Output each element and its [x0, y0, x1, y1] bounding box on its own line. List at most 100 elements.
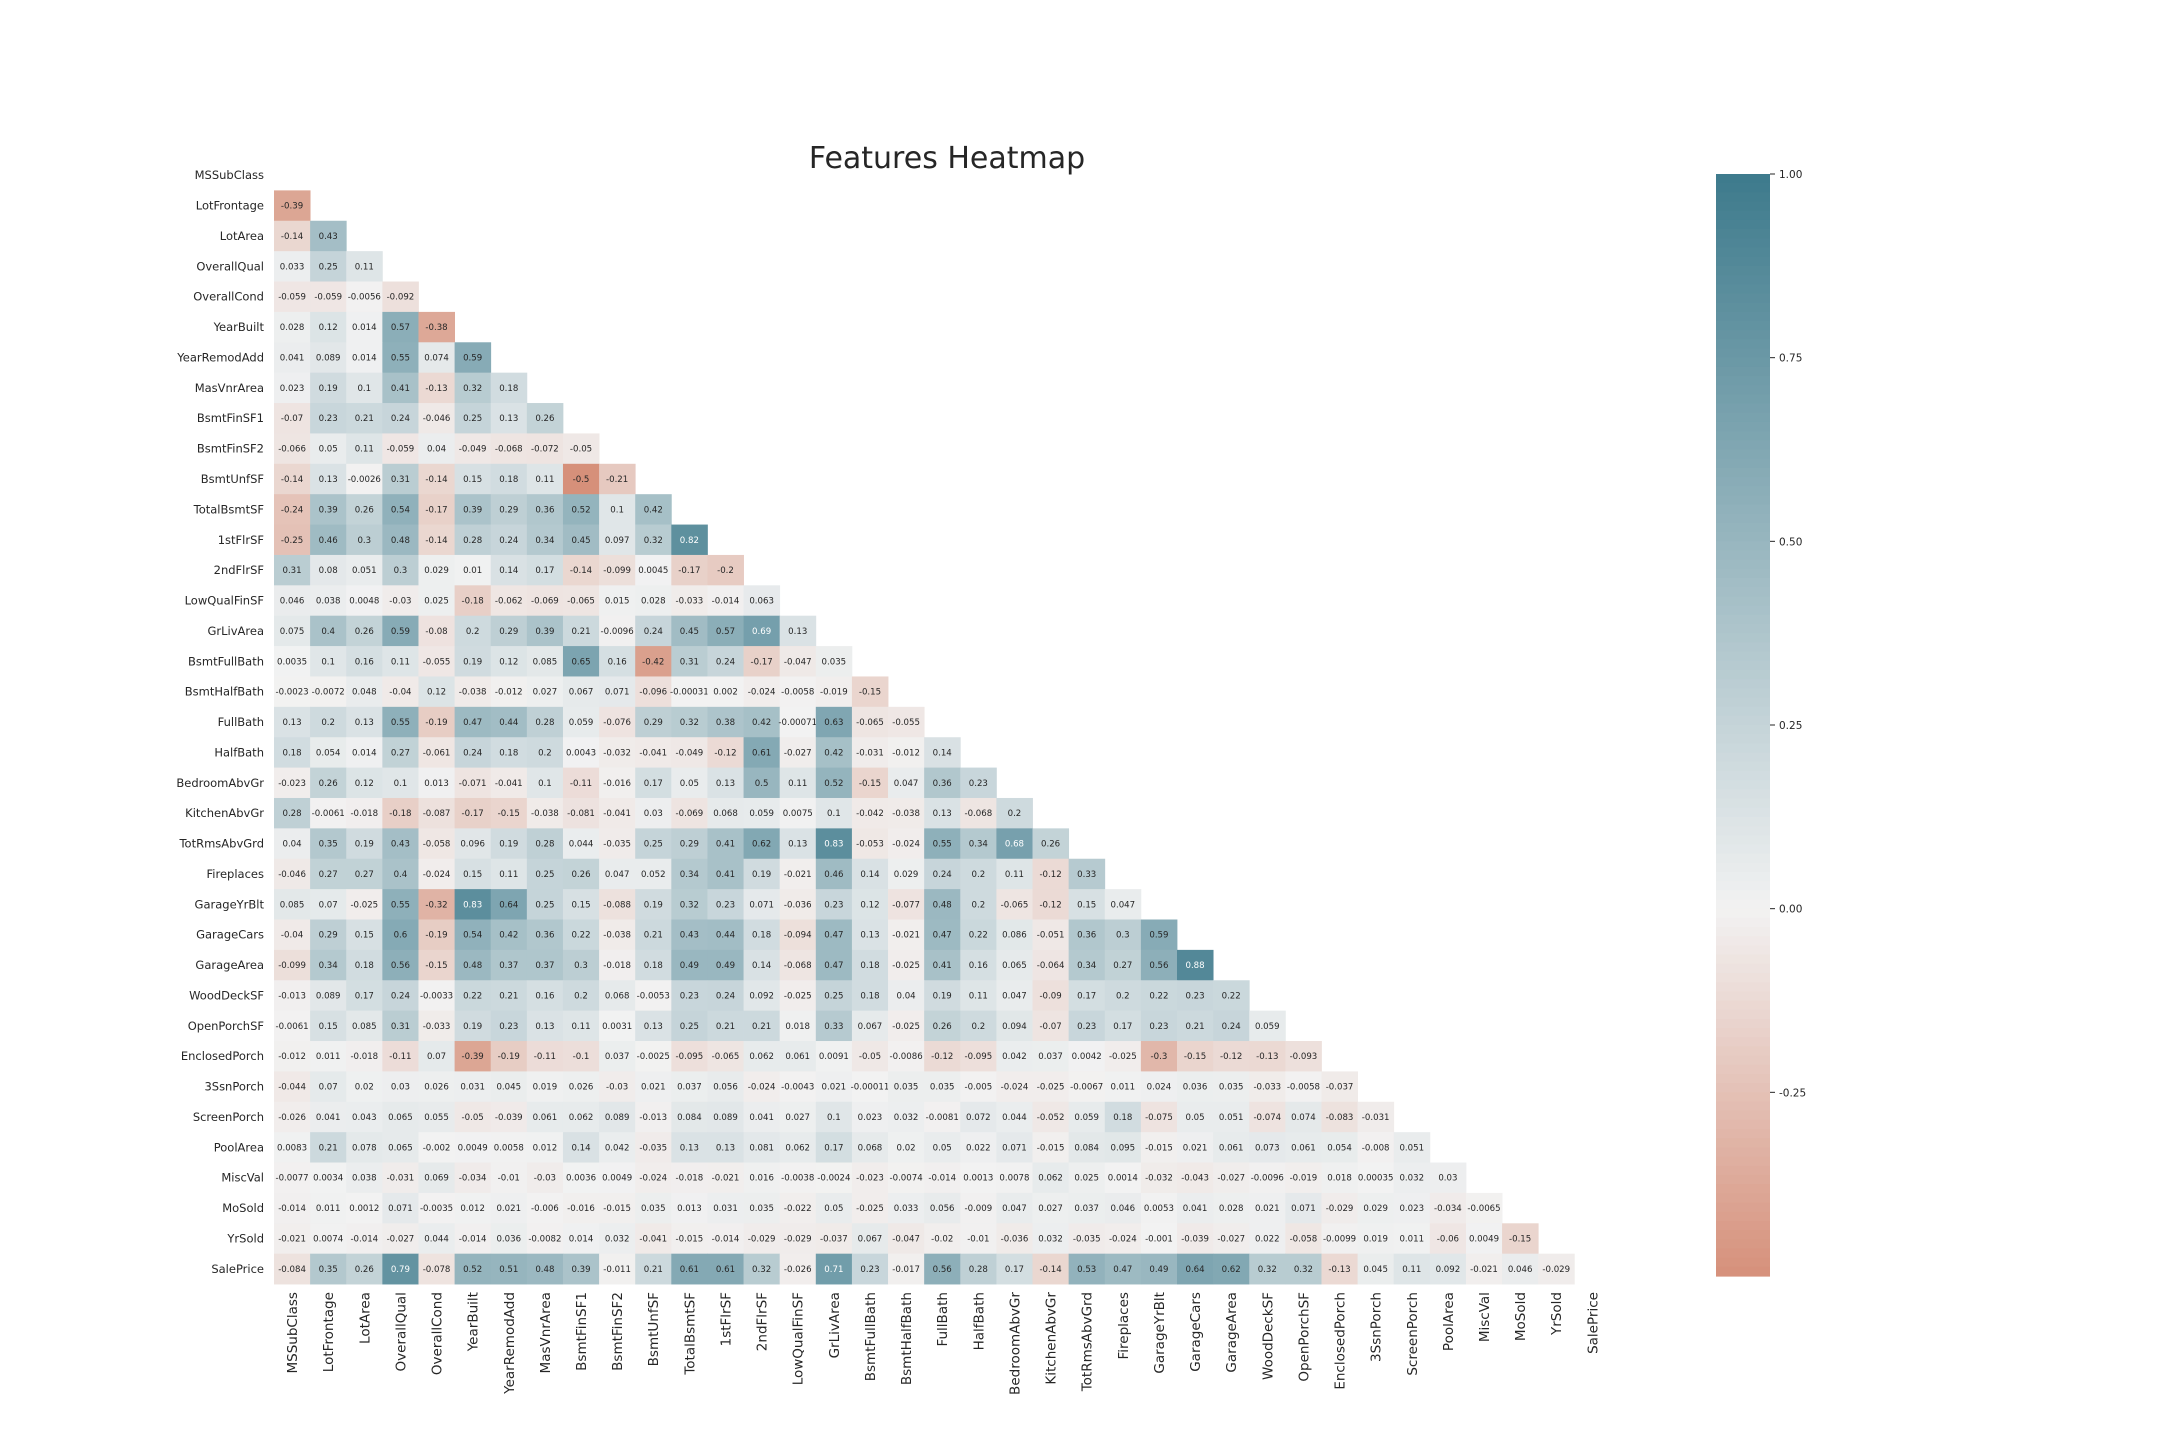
heatmap-cell: [779, 706, 817, 738]
colorbar-segment: [1716, 247, 1770, 258]
heatmap-cell: [346, 251, 383, 282]
heatmap-cell: [346, 858, 383, 890]
cell-value-label: 0.37: [499, 961, 518, 971]
heatmap-cell: [1068, 1223, 1106, 1255]
heatmap-cell: [888, 1010, 925, 1042]
heatmap-cell: [454, 463, 492, 495]
cell-value-label: 0.03: [391, 1083, 410, 1093]
heatmap-cell: [490, 433, 528, 465]
heatmap-cell: [418, 615, 455, 647]
cell-value-label: -0.0056: [348, 293, 381, 303]
cell-value-label: 0.027: [533, 688, 558, 698]
colorbar-segment: [1716, 936, 1770, 946]
cell-value-label: -0.075: [1145, 1113, 1173, 1123]
heatmap-cell: [996, 797, 1033, 829]
cell-value-label: -0.031: [856, 748, 884, 758]
heatmap-cell: [1213, 1071, 1250, 1103]
cell-value-label: 0.054: [1327, 1143, 1352, 1153]
heatmap-cell: [310, 919, 347, 951]
heatmap-cell: [1321, 1162, 1358, 1194]
heatmap-cell: [1140, 949, 1178, 981]
colorbar-segment: [1716, 1055, 1770, 1066]
colorbar-segment: [1716, 945, 1770, 956]
column-tick-label: SalePrice: [1585, 1292, 1601, 1354]
cell-value-label: 0.01: [463, 566, 482, 576]
cell-value-label: 0.21: [1185, 1022, 1204, 1032]
cell-value-label: -0.13: [425, 384, 447, 394]
heatmap-cell: [815, 919, 853, 951]
colorbar-segment: [1716, 725, 1770, 735]
heatmap-cell: [707, 1192, 744, 1224]
cell-value-label: 0.25: [463, 414, 482, 424]
column-tick-label: BedroomAbvGr: [1007, 1292, 1023, 1395]
cell-value-label: 0.11: [969, 991, 988, 1001]
heatmap-cell: [490, 767, 528, 799]
cell-value-label: 0.2: [538, 748, 552, 758]
cell-value-label: -0.00071: [778, 718, 817, 728]
heatmap-cell: [815, 1162, 853, 1194]
heatmap-cell: [1321, 1071, 1358, 1103]
cell-value-label: 0.07: [427, 1052, 446, 1062]
heatmap-cell: [779, 919, 817, 951]
colorbar-segment: [1716, 780, 1770, 790]
cell-value-label: -0.3: [1151, 1052, 1168, 1062]
cell-value-label: -0.025: [784, 991, 812, 1001]
cell-value-label: 0.035: [822, 657, 847, 667]
heatmap-cell: [671, 1132, 708, 1163]
heatmap-cell: [960, 889, 997, 920]
cell-value-label: 0.28: [463, 536, 482, 546]
heatmap-cell: [418, 676, 455, 708]
colorbar-segment: [1716, 743, 1770, 754]
cell-value-label: 0.1: [827, 809, 841, 819]
heatmap-cell: [382, 615, 419, 647]
colorbar-segment: [1716, 376, 1770, 386]
cell-value-label: 0.13: [680, 1143, 699, 1153]
cell-value-label: -0.14: [570, 566, 592, 576]
heatmap-cell: [382, 828, 419, 860]
cell-value-label: -0.05: [859, 1052, 881, 1062]
heatmap-cell: [1393, 1192, 1431, 1224]
heatmap-cell: [924, 949, 961, 981]
cell-value-label: 0.42: [499, 931, 518, 941]
heatmap-cell: [599, 554, 636, 586]
heatmap-cell: [1032, 828, 1070, 860]
cell-value-label: 0.019: [533, 1083, 558, 1093]
cell-value-label: 0.0053: [1144, 1204, 1174, 1214]
colorbar-segment: [1716, 633, 1770, 643]
heatmap-cell: [779, 828, 817, 860]
heatmap-cell: [526, 737, 564, 768]
column-tick-label: OverallQual: [393, 1292, 409, 1371]
heatmap-cell: [310, 1223, 347, 1255]
cell-value-label: 0.34: [680, 870, 699, 880]
heatmap-cell: [1140, 1071, 1178, 1103]
heatmap-cell: [924, 980, 961, 1012]
cell-value-label: -0.065: [856, 718, 884, 728]
cell-value-label: 0.19: [933, 991, 952, 1001]
heatmap-cell: [526, 615, 564, 647]
heatmap-cell: [1032, 1071, 1070, 1103]
heatmap-cell: [888, 1132, 925, 1163]
cell-value-label: 0.22: [463, 991, 482, 1001]
cell-value-label: -0.024: [1109, 1234, 1137, 1244]
heatmap-cell: [310, 737, 347, 768]
cell-value-label: 0.62: [1222, 1265, 1241, 1275]
cell-value-label: -0.0096: [601, 627, 634, 637]
colorbar-segment: [1716, 789, 1770, 800]
cell-value-label: 0.071: [1291, 1204, 1316, 1214]
heatmap-cell: [671, 585, 708, 617]
heatmap-cell: [454, 554, 492, 586]
cell-value-label: 0.046: [1508, 1265, 1533, 1275]
cell-value-label: -0.046: [278, 870, 306, 880]
cell-value-label: 0.13: [788, 840, 807, 850]
cell-value-label: 0.031: [713, 1204, 738, 1214]
heatmap-cell: [454, 585, 492, 617]
heatmap-cell: [815, 1253, 853, 1285]
heatmap-cell: [924, 919, 961, 951]
cell-value-label: -0.019: [820, 688, 848, 698]
cell-value-label: -0.0082: [528, 1234, 561, 1244]
heatmap-cell: [996, 889, 1033, 920]
cell-value-label: 0.021: [496, 1204, 521, 1214]
cell-value-label: 0.0074: [313, 1234, 343, 1244]
column-tick-label: LotArea: [357, 1292, 373, 1344]
cell-value-label: 0.42: [752, 718, 771, 728]
